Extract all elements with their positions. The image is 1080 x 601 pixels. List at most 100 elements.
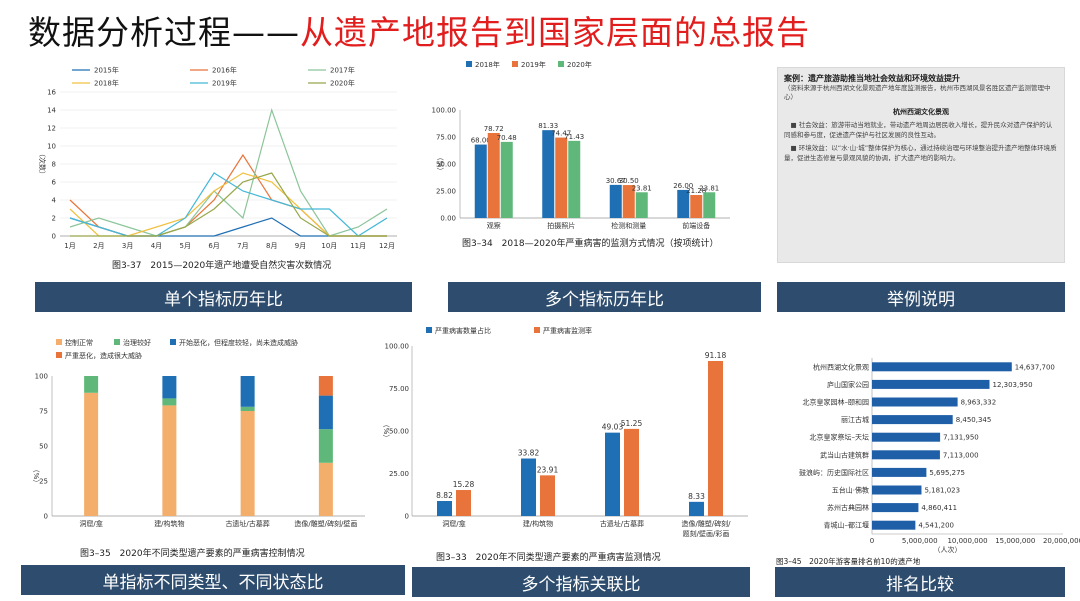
- bar: [872, 485, 922, 495]
- y-tick-label: 100: [35, 373, 48, 381]
- legend-label: 2016年: [212, 66, 237, 75]
- chart-caption: 图3–33 2020年不同类型遗产要素的严重病害监测情况: [436, 551, 661, 563]
- legend-label: 严重病害数量占比: [435, 326, 491, 335]
- data-label: 71.43: [564, 133, 584, 141]
- legend-label: 2020年: [567, 60, 592, 69]
- data-label: 33.82: [518, 449, 540, 458]
- x-tick-label: 建/构筑物: [154, 519, 184, 528]
- legend-swatch: [466, 61, 472, 67]
- data-label: 51.25: [621, 419, 643, 428]
- example-subtitle: （资料来源于杭州西湖文化景观遗产地年度监测报告，杭州市西湖风景名胜区遗产监测管理…: [784, 84, 1051, 101]
- data-label: 74.47: [551, 130, 571, 138]
- page-title: 数据分析过程——从遗产地报告到国家层面的总报告: [28, 6, 810, 54]
- bar: [609, 184, 622, 218]
- x-tick-label: 前端设备: [682, 221, 710, 230]
- data-label: 21.28: [686, 187, 706, 195]
- bar: [456, 490, 471, 516]
- data-label: 5,695,275: [929, 469, 965, 477]
- title-part1: 数据分析过程——: [28, 13, 300, 52]
- y-tick-label: 100.00: [432, 107, 457, 115]
- legend-label: 2018年: [94, 79, 119, 88]
- data-label: 14,637,700: [1015, 363, 1055, 371]
- series-line-6: [70, 172, 387, 237]
- y-axis-label: （%）: [382, 421, 390, 442]
- x-tick-label: 5,000,000: [902, 537, 938, 545]
- legend-label: 开始恶化，但程度较轻，尚未造成威胁: [179, 338, 298, 347]
- y-tick-label: 8: [52, 161, 56, 169]
- bar: [542, 130, 555, 218]
- data-label: 68.00: [471, 137, 491, 145]
- bar-segment: [318, 395, 333, 430]
- legend-swatch: [534, 327, 540, 333]
- x-tick-label: 检测和测量: [611, 221, 646, 230]
- y-tick-label: 0: [44, 513, 48, 521]
- chart-monitor-method-bar: 0.00 25.00 50.00 75.00 100.00 （%） 观察 68.00 78.72…: [432, 60, 730, 249]
- bar: [624, 428, 639, 516]
- bar-segment: [84, 392, 99, 516]
- y-tick-label: 16: [47, 89, 56, 97]
- banner-multi-indicator-correlation: 多个指标关联比: [412, 567, 750, 597]
- bar: [872, 450, 940, 460]
- x-tick-label: 6月: [208, 242, 219, 250]
- legend-swatch: [56, 352, 62, 358]
- data-label: 7,113,000: [943, 451, 979, 459]
- chart-caption: 图3–34 2018—2020年严重病害的监测方式情况（按项统计）: [462, 237, 719, 249]
- bar: [555, 137, 568, 218]
- chart-top10-visitors-hbar: 杭州西湖文化景观 14,637,700 庐山国家公园 12,303,950 北京皇家园林…: [776, 358, 1080, 566]
- data-label: 26.00: [673, 182, 693, 190]
- bar: [872, 415, 953, 425]
- bar: [474, 144, 487, 218]
- legend-swatch: [170, 339, 176, 345]
- y-tick-label: 苏州古典园林: [827, 503, 869, 512]
- y-tick-label: 25: [39, 478, 48, 486]
- x-tick-label: 8月: [266, 242, 277, 250]
- x-axis-label: （人次）: [934, 545, 962, 554]
- banner-ranking: 排名比较: [775, 567, 1065, 597]
- data-label: 91.18: [705, 351, 727, 360]
- bar: [872, 503, 919, 513]
- chart-disaster-line: 0 2 4 6 8 10 12 14 16 （次数） 1月 2月 3月 4月 5月 6月 7月 8月 9月 10月 11…: [38, 66, 397, 271]
- y-tick-label: 12: [47, 125, 56, 133]
- x-tick-label: 1月: [64, 242, 75, 250]
- data-label: 23.81: [699, 184, 719, 192]
- x-tick-label: 拍摄照片: [547, 221, 575, 230]
- x-tick-label: 11月: [350, 242, 366, 250]
- legend-label: 2019年: [212, 79, 237, 88]
- bar-segment: [318, 462, 333, 516]
- bar: [689, 501, 704, 516]
- x-tick-label: 造像/雕塑/碑刻/壁画: [294, 519, 357, 528]
- y-tick-label: 庐山国家公园: [827, 380, 869, 389]
- x-tick-label: 洞窟/龛: [442, 519, 465, 528]
- data-label: 8,450,345: [956, 416, 992, 424]
- data-label: 5,181,023: [924, 487, 960, 495]
- example-paragraph-2: ■ 环境效益：以“水·山·城”整体保护为核心，通过持续治理与环境整治提升遗产地整…: [784, 144, 1057, 162]
- x-tick-label: 10月: [321, 242, 337, 250]
- data-label: 23.81: [632, 184, 652, 192]
- data-label: 81.33: [538, 122, 558, 130]
- example-text-box: 案例：遗产旅游助推当地社会效益和环境效益提升 （资料来源于杭州西湖文化景观遗产地…: [777, 67, 1065, 263]
- y-tick-label: 4: [52, 197, 57, 205]
- x-tick-label: 2月: [93, 242, 104, 250]
- bar: [872, 432, 941, 442]
- bar: [872, 467, 927, 477]
- chart-caption: 图3-37 2015—2020年遗产地遭受自然灾害次数情况: [112, 259, 331, 271]
- bar: [635, 192, 648, 218]
- x-tick-label: 4月: [151, 242, 162, 250]
- x-tick-label: 古遗址/古墓葬: [600, 519, 644, 528]
- y-tick-label: 杭州西湖文化景观: [813, 362, 869, 371]
- data-label: 7,131,950: [943, 434, 979, 442]
- x-tick-label: 观察: [487, 221, 501, 230]
- legend-label: 控制正常: [65, 338, 93, 347]
- x-tick-label: 造像/雕塑/碑刻/: [681, 519, 731, 528]
- data-label: 15.28: [453, 480, 475, 489]
- y-tick-label: 75.00: [436, 134, 456, 142]
- banner-example: 举例说明: [777, 282, 1065, 312]
- x-tick-label: 7月: [237, 242, 248, 250]
- bar: [540, 475, 555, 516]
- bar: [622, 185, 635, 218]
- data-label: 8.82: [436, 491, 453, 500]
- series-line-5: [69, 172, 388, 237]
- bar: [872, 379, 990, 389]
- example-title: 案例：遗产旅游助推当地社会效益和环境效益提升: [784, 74, 960, 83]
